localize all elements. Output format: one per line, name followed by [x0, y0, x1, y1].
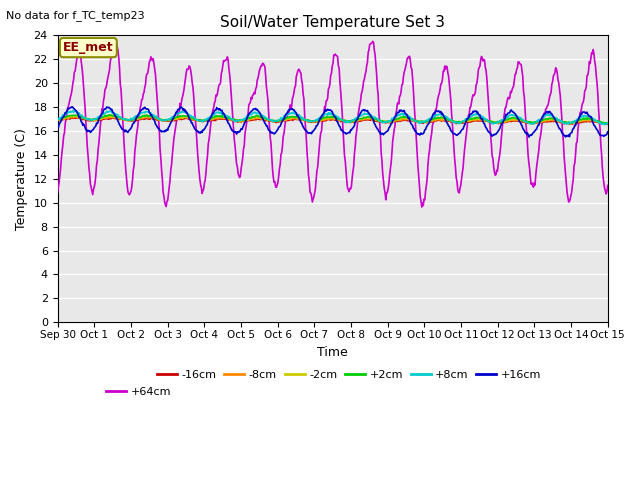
Legend: +64cm: +64cm [102, 383, 175, 401]
Title: Soil/Water Temperature Set 3: Soil/Water Temperature Set 3 [220, 15, 445, 30]
Text: No data for f_TC_temp23: No data for f_TC_temp23 [6, 10, 145, 21]
X-axis label: Time: Time [317, 346, 348, 359]
Y-axis label: Temperature (C): Temperature (C) [15, 128, 28, 230]
Text: EE_met: EE_met [63, 41, 114, 54]
